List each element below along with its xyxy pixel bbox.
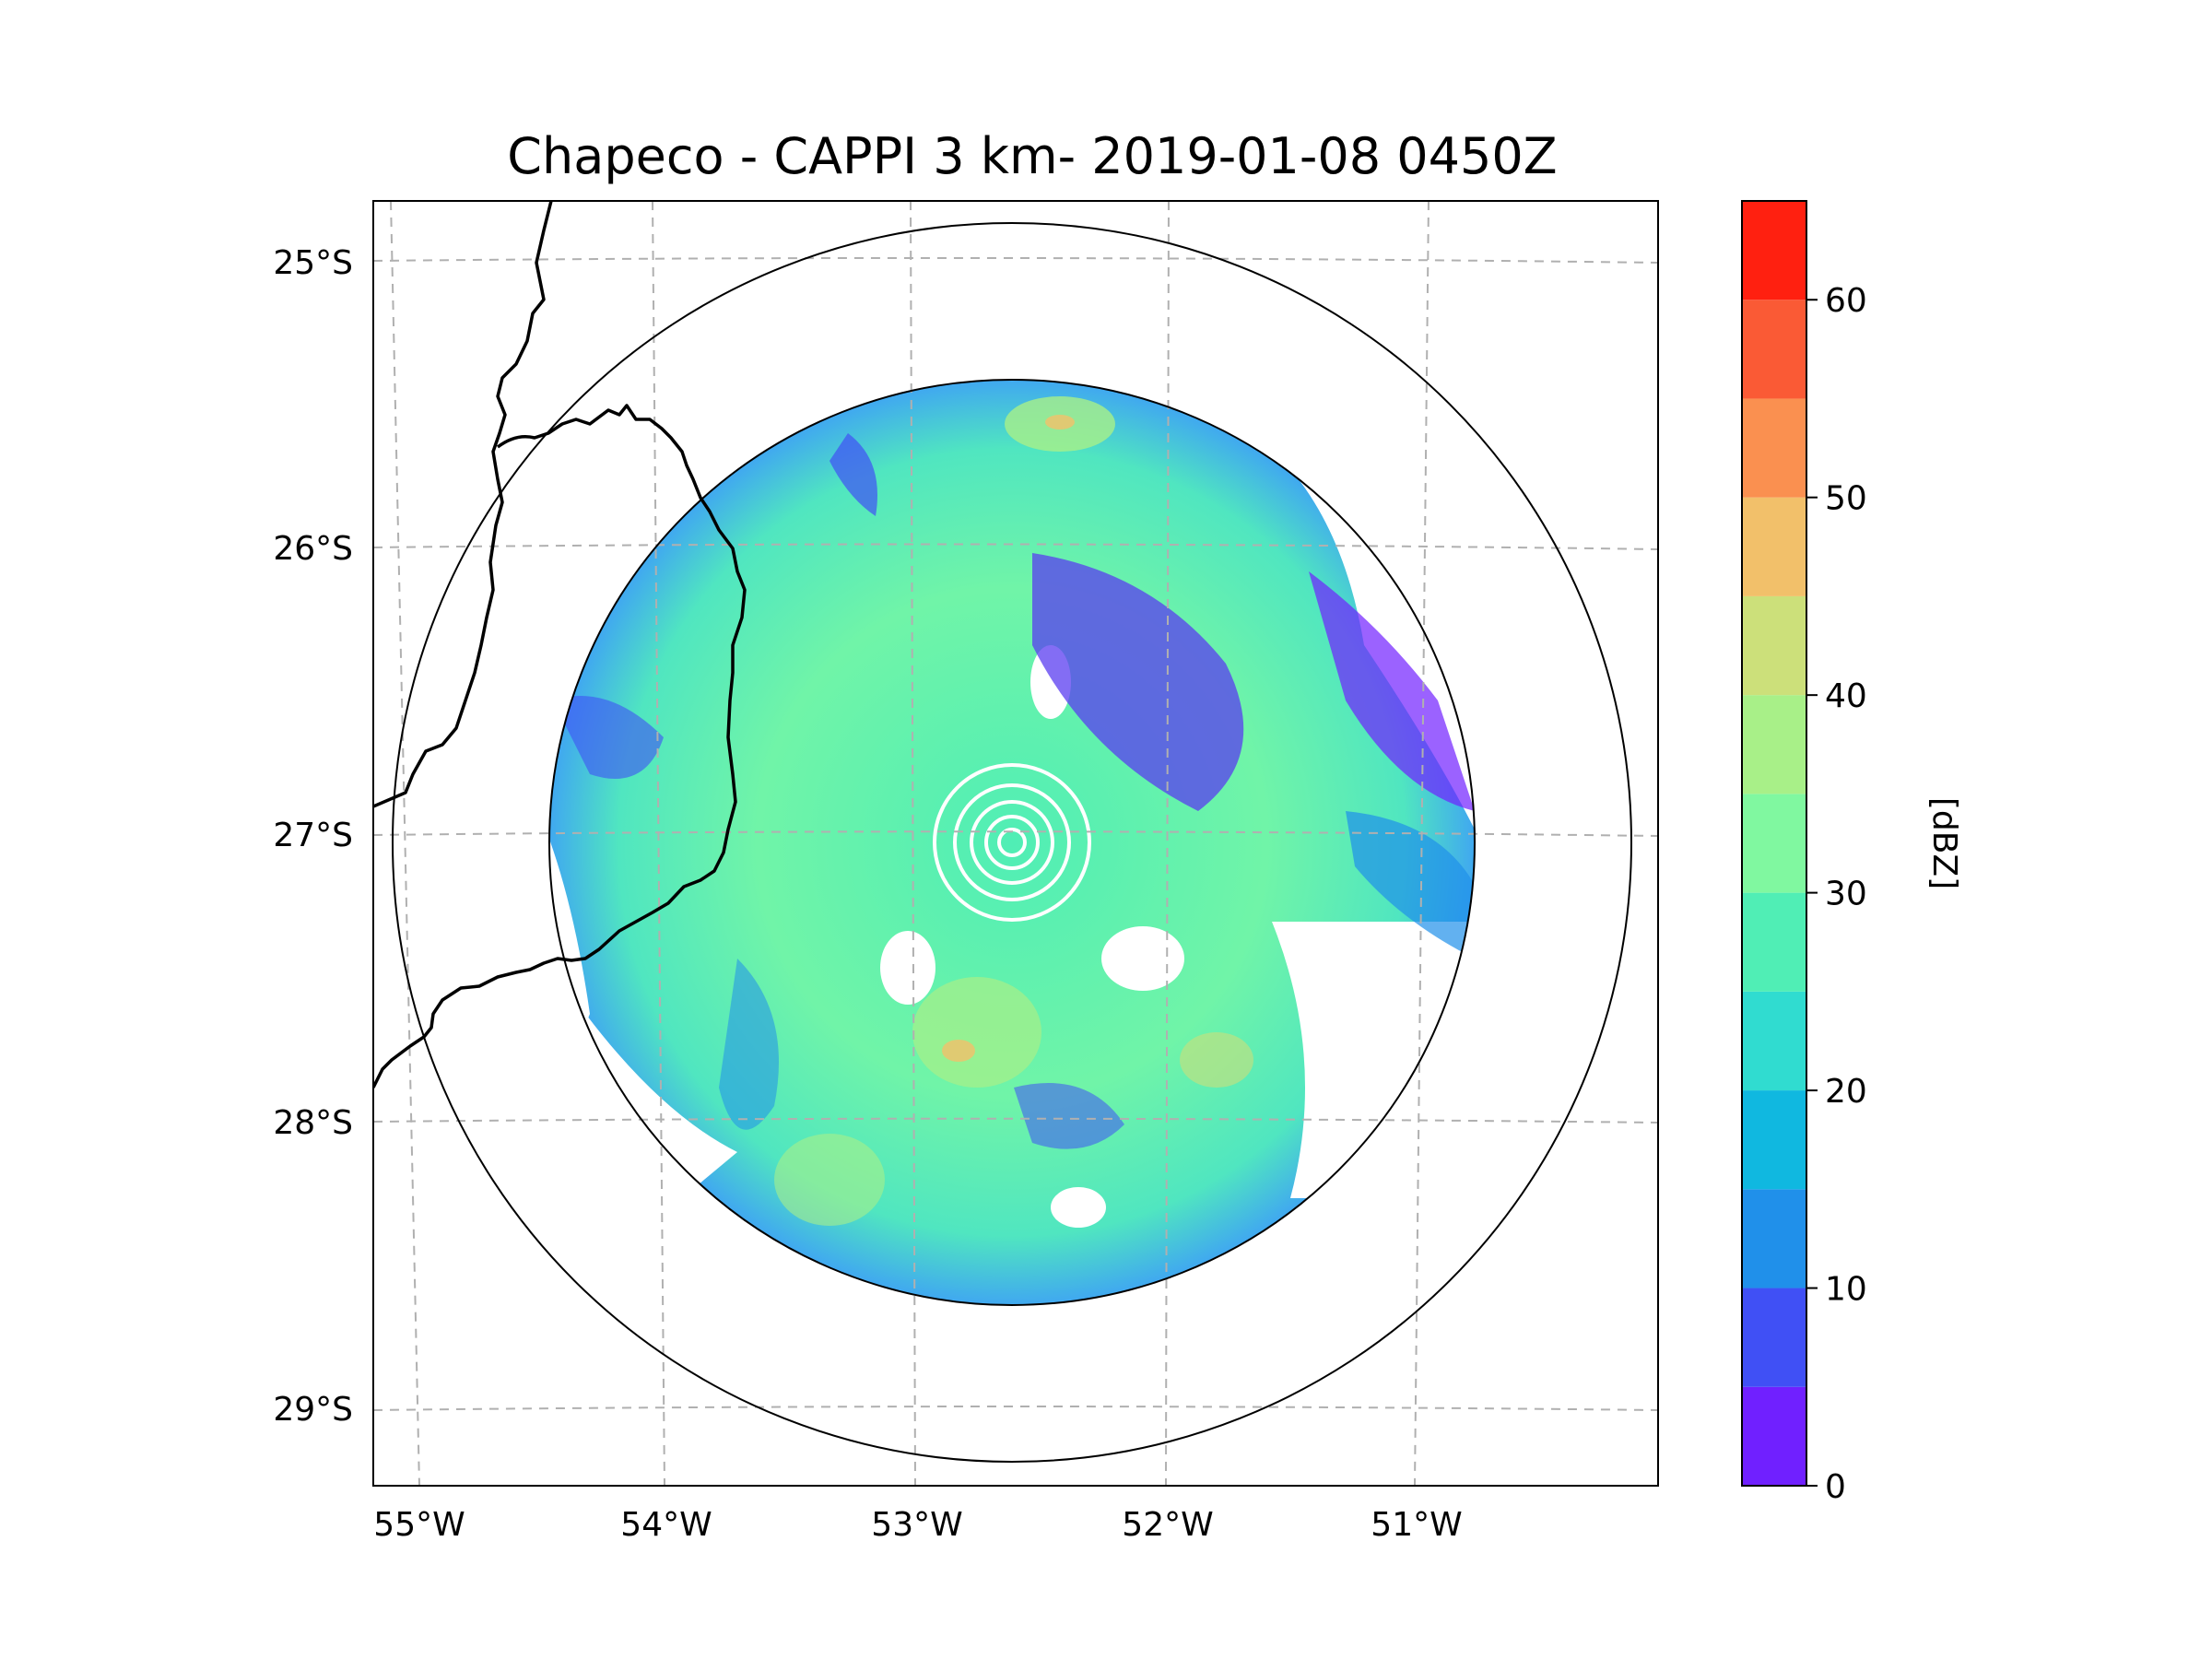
moderate-echo-cell bbox=[774, 1134, 885, 1226]
colorbar-segment bbox=[1742, 1189, 1806, 1288]
latitude-tick-labels: 25°S 26°S 27°S 28°S 29°S bbox=[273, 244, 353, 1429]
lon-tick-label: 52°W bbox=[1122, 1506, 1213, 1544]
border-line bbox=[373, 201, 553, 808]
colorbar-label: [dBZ] bbox=[1925, 797, 1963, 889]
colorbar-segments bbox=[1742, 201, 1806, 1486]
no-echo-patch bbox=[880, 931, 935, 1005]
gridline-lat bbox=[373, 830, 1658, 837]
strong-echo-cell bbox=[942, 1040, 975, 1062]
no-echo-patch bbox=[1051, 1187, 1106, 1228]
no-echo-patch bbox=[1101, 926, 1184, 991]
colorbar-segment bbox=[1742, 991, 1806, 1091]
weak-echo-band bbox=[1014, 1083, 1124, 1149]
lat-tick-label: 25°S bbox=[273, 244, 353, 282]
gridline-lon bbox=[1414, 201, 1430, 1486]
gridline-lat bbox=[373, 543, 1658, 550]
colorbar-tick-label: 40 bbox=[1825, 677, 1867, 715]
colorbar-segment bbox=[1742, 794, 1806, 893]
colorbar-frame bbox=[1741, 200, 1807, 1487]
lat-tick-label: 26°S bbox=[273, 530, 353, 568]
range-rings bbox=[392, 222, 1632, 1463]
lon-tick-label: 53°W bbox=[871, 1506, 962, 1544]
radar-site-clutter-rings bbox=[933, 763, 1091, 922]
weak-echo-band bbox=[830, 433, 877, 516]
longitude-tick-labels: 55°W 54°W 53°W 52°W 51°W bbox=[373, 1506, 1462, 1544]
colorbar: 0 10 20 30 40 50 60 [dBZ] bbox=[1741, 200, 1963, 1506]
colorbar-segment bbox=[1742, 201, 1806, 300]
map-title: Chapeco - CAPPI 3 km- 2019-01-08 0450Z bbox=[507, 127, 1558, 185]
gridline-lon bbox=[652, 201, 665, 1486]
colorbar-tick-label: 50 bbox=[1825, 480, 1867, 518]
colorbar-segment bbox=[1742, 300, 1806, 399]
gridline-lat bbox=[373, 1117, 1658, 1124]
colorbar-segment bbox=[1742, 695, 1806, 794]
colorbar-segment bbox=[1742, 1288, 1806, 1387]
colorbar-tick-label: 0 bbox=[1825, 1468, 1846, 1506]
range-ring-inner bbox=[548, 379, 1476, 1306]
lon-tick-label: 51°W bbox=[1371, 1506, 1462, 1544]
range-ring-outer bbox=[392, 222, 1632, 1463]
weak-echo-band bbox=[1032, 553, 1244, 811]
colorbar-tick-label: 20 bbox=[1825, 1073, 1867, 1111]
weak-echo-band bbox=[719, 959, 779, 1130]
moderate-echo-cell bbox=[912, 977, 1041, 1088]
colorbar-tick-label: 60 bbox=[1825, 282, 1867, 320]
weak-echo-band bbox=[1309, 571, 1475, 811]
map-gridlines bbox=[373, 201, 1658, 1486]
colorbar-ticks: 0 10 20 30 40 50 60 bbox=[1806, 282, 1867, 1506]
lat-tick-label: 29°S bbox=[273, 1391, 353, 1429]
colorbar-segment bbox=[1742, 1386, 1806, 1486]
colorbar-segment bbox=[1742, 595, 1806, 696]
colorbar-tick-label: 30 bbox=[1825, 876, 1867, 913]
gridline-lat bbox=[373, 256, 1658, 264]
moderate-echo-cell bbox=[1180, 1032, 1253, 1088]
country-borders bbox=[373, 201, 747, 1088]
lat-tick-label: 28°S bbox=[273, 1104, 353, 1142]
lon-tick-label: 54°W bbox=[620, 1506, 712, 1544]
gridline-lon bbox=[1165, 201, 1170, 1486]
colorbar-segment bbox=[1742, 1090, 1806, 1190]
map-axes-frame bbox=[372, 200, 1659, 1487]
weak-echo-band bbox=[553, 696, 664, 779]
gridline-lon bbox=[390, 201, 420, 1486]
lon-tick-label: 55°W bbox=[373, 1506, 465, 1544]
colorbar-segment bbox=[1742, 497, 1806, 596]
gridline-lon bbox=[910, 201, 916, 1486]
colorbar-segment bbox=[1742, 398, 1806, 498]
lat-tick-label: 27°S bbox=[273, 817, 353, 854]
strong-echo-cell bbox=[1045, 415, 1075, 429]
weak-echo-band bbox=[1346, 811, 1475, 959]
colorbar-segment bbox=[1742, 892, 1806, 992]
gridline-lat bbox=[373, 1406, 1658, 1411]
border-line bbox=[373, 404, 747, 1088]
colorbar-tick-label: 10 bbox=[1825, 1271, 1867, 1309]
